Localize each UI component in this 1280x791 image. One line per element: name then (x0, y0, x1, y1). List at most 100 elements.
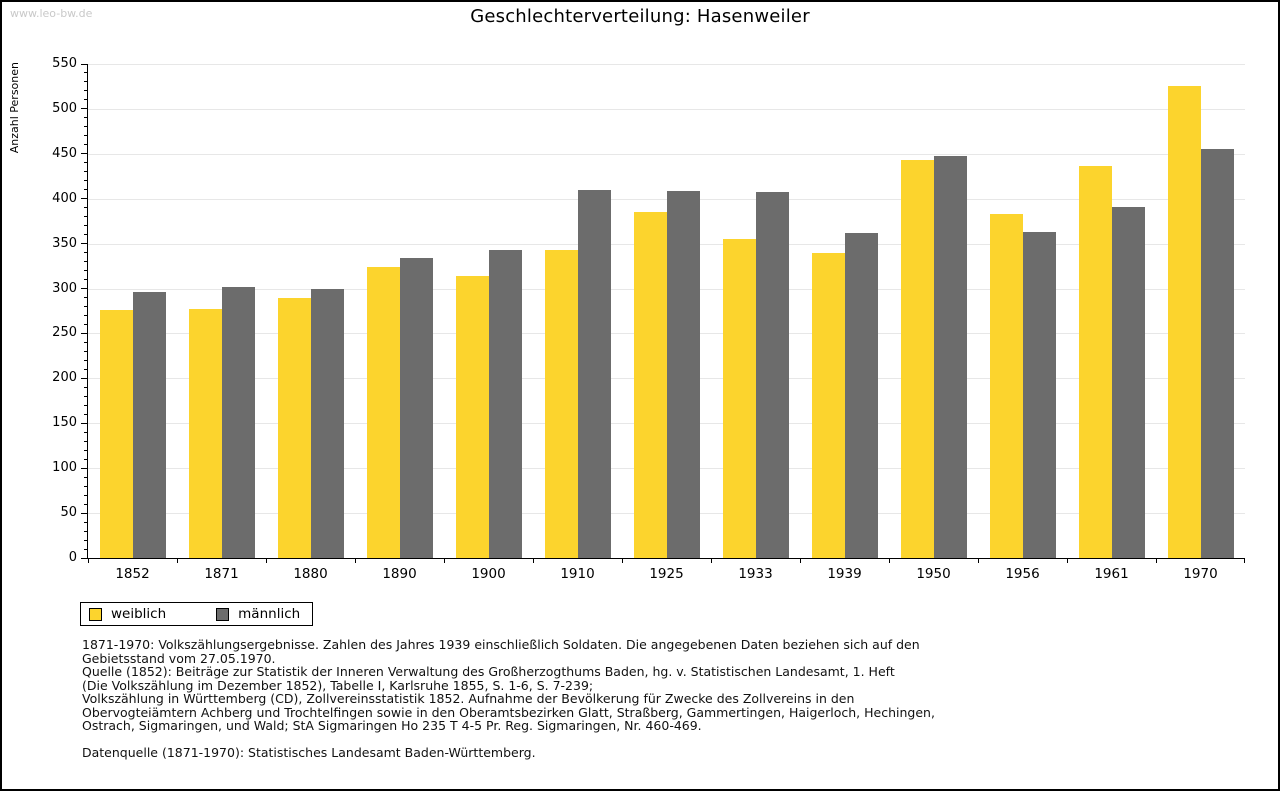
bar-maennlich-1925 (666, 190, 700, 558)
bar-group-1900: 1900 (444, 64, 533, 582)
bar-weiblich-1880 (277, 298, 311, 558)
x-axis-tick-label: 1939 (827, 566, 862, 582)
y-tick (84, 386, 87, 388)
y-tick (81, 467, 87, 469)
y-axis-tick-label: 50 (60, 505, 77, 521)
y-tick (81, 332, 87, 334)
y-tick (84, 117, 87, 119)
x-tick (1156, 558, 1157, 563)
datasource-line: Datenquelle (1871-1970): Statistisches L… (82, 744, 536, 760)
y-tick (84, 216, 87, 218)
x-tick (176, 558, 178, 563)
y-tick (84, 72, 87, 74)
x-axis-tick-label: 1933 (738, 566, 773, 582)
y-tick (81, 198, 87, 200)
x-axis-ticks (88, 558, 1245, 564)
y-tick (84, 270, 87, 272)
gridline (88, 64, 1245, 65)
note-line: Ostrach, Sigmaringen, und Wald; StA Sigm… (82, 718, 702, 733)
gridline (88, 153, 1245, 155)
y-tick (84, 207, 87, 209)
x-tick (355, 558, 356, 563)
y-tick (84, 81, 87, 83)
x-axis-tick-label: 1880 (293, 566, 328, 582)
x-tick (710, 558, 712, 563)
source-notes: 1871-1970: Volkszählungsergebnisse. Zahl… (82, 638, 935, 759)
x-axis-tick-label: 1925 (649, 566, 684, 582)
y-axis-tick-label: 350 (52, 235, 77, 251)
y-tick (84, 359, 87, 361)
y-tick (84, 306, 87, 307)
y-axis-tick-label: 500 (52, 100, 77, 116)
x-tick (622, 558, 623, 563)
y-tick (84, 404, 87, 406)
x-tick (265, 558, 267, 563)
bar-maennlich-1900 (488, 249, 522, 558)
maennlich-swatch-icon (216, 607, 230, 621)
bar-weiblich-1852 (99, 310, 133, 558)
y-tick (84, 126, 87, 128)
bar-group-1880: 1880 (266, 64, 355, 582)
y-axis-tick-label: 300 (52, 280, 77, 296)
x-axis-tick-label: 1910 (560, 566, 595, 582)
y-tick (84, 350, 87, 352)
bar-weiblich-1890 (366, 267, 400, 558)
y-tick (84, 548, 87, 550)
y-axis-tick-label: 150 (52, 415, 77, 431)
bar-maennlich-1871 (221, 286, 255, 558)
x-tick (1067, 558, 1068, 563)
y-tick (81, 377, 87, 379)
y-tick (84, 99, 87, 101)
bar-weiblich-1933 (722, 239, 756, 558)
chart-title: Geschlechterverteilung: Hasenweiler (470, 6, 810, 27)
bar-group-1871: 1871 (177, 64, 266, 582)
y-axis-tick-label: 100 (52, 460, 77, 476)
y-tick (81, 63, 87, 65)
bar-weiblich-1956 (989, 214, 1023, 558)
y-axis-tick-label: 400 (52, 190, 77, 206)
x-tick (888, 558, 890, 563)
plot-area: 0 50 100 150 200 250 300 350 400 450 500 550 1852 18… (52, 57, 1245, 582)
bar-group-1890: 1890 (355, 64, 444, 582)
y-tick (84, 180, 87, 182)
legend-label-maennlich: männlich (238, 606, 301, 622)
y-axis-tick-label: 450 (52, 145, 77, 161)
y-tick (84, 144, 87, 146)
weiblich-swatch-icon (89, 607, 102, 621)
y-tick (84, 279, 87, 281)
bar-group-1910: 1910 (533, 64, 622, 582)
bar-weiblich-1939 (811, 252, 845, 558)
y-tick (84, 431, 87, 433)
bar-maennlich-1910 (577, 189, 611, 558)
note-line: (Die Volkszählung im Dezember 1852), Tab… (82, 677, 594, 693)
note-line: Gebietsstand vom 27.05.1970. (82, 650, 276, 666)
y-tick (81, 243, 87, 245)
y-axis-title: Anzahl Personen (8, 62, 21, 154)
bar-weiblich-1970 (1167, 85, 1201, 558)
y-tick (84, 449, 87, 451)
bar-group-1925: 1925 (622, 64, 711, 582)
y-axis-tick-label: 200 (52, 370, 77, 386)
legend-item-maennlich: männlich (216, 606, 300, 622)
y-tick (84, 494, 87, 496)
y-tick (81, 108, 87, 110)
note-line: Obervogteiämtern Achberg und Trochtelfin… (82, 704, 935, 720)
y-tick (84, 368, 87, 370)
bar-maennlich-1933 (755, 191, 789, 558)
x-axis-tick-label: 1871 (204, 566, 239, 582)
legend-label-weiblich: weiblich (111, 606, 167, 622)
y-tick (84, 458, 87, 460)
y-tick (84, 323, 87, 325)
bar-maennlich-1961 (1111, 206, 1145, 558)
y-tick (81, 153, 87, 155)
bar-maennlich-1950 (933, 155, 967, 558)
y-tick (84, 413, 87, 415)
y-axis-labels: 0 50 100 150 200 250 300 350 400 450 500 550 (37, 57, 77, 565)
y-tick (84, 252, 87, 254)
x-tick (1244, 558, 1245, 563)
y-axis-tick-label: 250 (52, 325, 77, 341)
bar-weiblich-1871 (188, 309, 222, 558)
bar-weiblich-1925 (633, 212, 667, 558)
x-axis-tick-label: 1956 (1005, 566, 1040, 582)
